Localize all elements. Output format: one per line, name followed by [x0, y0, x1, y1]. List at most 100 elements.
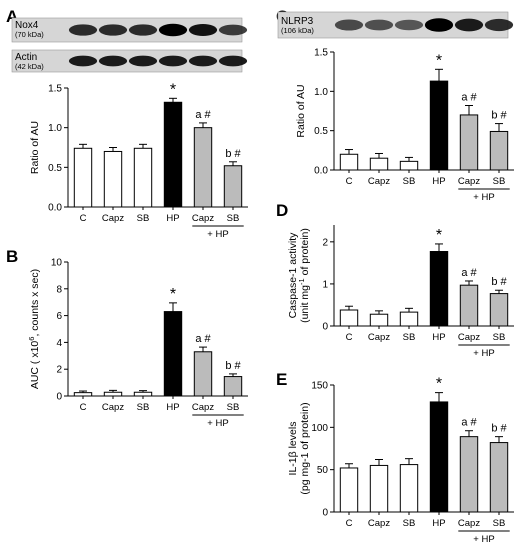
- bar: [163, 311, 183, 397]
- bar: [223, 376, 243, 397]
- y-tick-label: 150: [311, 381, 328, 392]
- blot-band: [334, 19, 364, 31]
- blot-band: [218, 24, 248, 36]
- bar: [489, 293, 509, 327]
- x-tick-label: SB: [403, 518, 416, 529]
- bar: [193, 351, 213, 397]
- significance-label: b #: [225, 148, 241, 160]
- group-label: + HP: [473, 348, 494, 359]
- y-tick-label: 10: [51, 258, 63, 269]
- x-tick-label: C: [346, 332, 353, 343]
- y-tick-label: 100: [311, 423, 328, 434]
- y-tick-label: 8: [56, 284, 62, 295]
- y-axis-label-part: , counts x sec): [29, 269, 41, 337]
- significance-label: a #: [461, 267, 477, 279]
- bar: [459, 114, 479, 171]
- bar: [369, 313, 389, 327]
- bar: [73, 392, 93, 397]
- bar: [133, 147, 153, 208]
- x-tick-label: C: [80, 402, 87, 413]
- y-axis-label-part: of protein): [299, 228, 311, 278]
- y-axis-label-part: (pg mg-1 of protein): [299, 402, 311, 494]
- blot-band: [68, 55, 98, 67]
- significance-label: b #: [225, 360, 241, 372]
- y-tick-label: 1.0: [314, 87, 328, 98]
- x-tick-label: C: [346, 176, 353, 187]
- blot-band: [98, 55, 128, 67]
- x-tick-label: HP: [432, 332, 445, 343]
- x-tick-label: C: [80, 213, 87, 224]
- y-axis-label-superscript: 6: [27, 337, 36, 341]
- blot-band: [424, 18, 454, 32]
- bar: [429, 251, 449, 327]
- bar: [339, 153, 359, 171]
- blot-band: [158, 23, 188, 37]
- y-tick-label: 0.0: [314, 166, 328, 177]
- bar: [399, 464, 419, 513]
- significance-star: *: [170, 81, 176, 98]
- significance-label: b #: [491, 423, 507, 435]
- x-tick-label: HP: [432, 176, 445, 187]
- significance-star: *: [436, 227, 442, 244]
- y-tick-label: 0.5: [314, 126, 328, 137]
- blot-band: [454, 18, 484, 32]
- y-axis-label: Ratio of AU: [295, 84, 307, 137]
- y-tick-label: 1.5: [48, 84, 62, 95]
- blot-band: [98, 24, 128, 36]
- significance-star: *: [436, 52, 442, 69]
- y-tick-label: 2: [56, 365, 62, 376]
- y-tick-label: 1.0: [48, 123, 62, 134]
- bar: [193, 127, 213, 208]
- x-tick-label: Capz: [458, 518, 480, 529]
- panel-e: E 0 50 100 150 IL-1β levels (pg mg-1 of protei…: [276, 370, 514, 545]
- group-label: + HP: [207, 418, 228, 429]
- group-label: + HP: [473, 192, 494, 203]
- x-tick-label: SB: [137, 402, 150, 413]
- blot-band: [128, 24, 158, 36]
- x-tick-label: SB: [493, 176, 506, 187]
- significance-label: a #: [195, 109, 211, 121]
- bar: [223, 165, 243, 208]
- bar: [489, 130, 509, 171]
- y-axis-label-part: Caspase-1 activity: [287, 232, 299, 319]
- y-tick-label: 0: [56, 392, 62, 403]
- y-axis-label: Ratio of AU: [29, 121, 41, 174]
- bar: [339, 467, 359, 513]
- x-tick-label: C: [346, 518, 353, 529]
- bar: [459, 436, 479, 513]
- blot-band: [188, 24, 218, 36]
- blot-band: [188, 55, 218, 67]
- x-tick-label: Capz: [102, 402, 124, 413]
- blot-band: [128, 55, 158, 67]
- blot-name: NLRP3: [281, 16, 314, 27]
- x-tick-label: SB: [137, 213, 150, 224]
- bar: [163, 101, 183, 208]
- x-tick-label: Capz: [192, 402, 214, 413]
- bar: [73, 147, 93, 208]
- bar: [133, 391, 153, 397]
- x-tick-label: Capz: [458, 176, 480, 187]
- y-axis-label-part: IL-1: [287, 457, 299, 475]
- significance-label: a #: [461, 91, 477, 103]
- y-axis-label-part: β: [287, 451, 299, 457]
- axes: 0 50 100 150 IL-1β levels (pg mg-1 of protein…: [287, 381, 514, 519]
- y-tick-label: 1.5: [314, 48, 328, 59]
- y-tick-label: 0: [322, 508, 328, 519]
- y-axis-label: (unit mg-1 of protein): [297, 228, 312, 323]
- significance-label: a #: [195, 333, 211, 345]
- bar: [459, 284, 479, 327]
- group-label: + HP: [473, 534, 494, 545]
- y-tick-label: 6: [56, 311, 62, 322]
- y-axis-label-part: (unit mg: [299, 285, 311, 323]
- x-tick-label: SB: [227, 213, 240, 224]
- x-tick-label: HP: [166, 402, 179, 413]
- bar: [489, 442, 509, 513]
- panel-d: D 0 1 2 Caspase-1 activity (unit mg-1 of prot…: [276, 201, 514, 359]
- y-axis-label: AUC ( x106, counts x sec): [27, 269, 42, 389]
- group-label: + HP: [207, 229, 228, 240]
- y-tick-label: 0: [322, 322, 328, 333]
